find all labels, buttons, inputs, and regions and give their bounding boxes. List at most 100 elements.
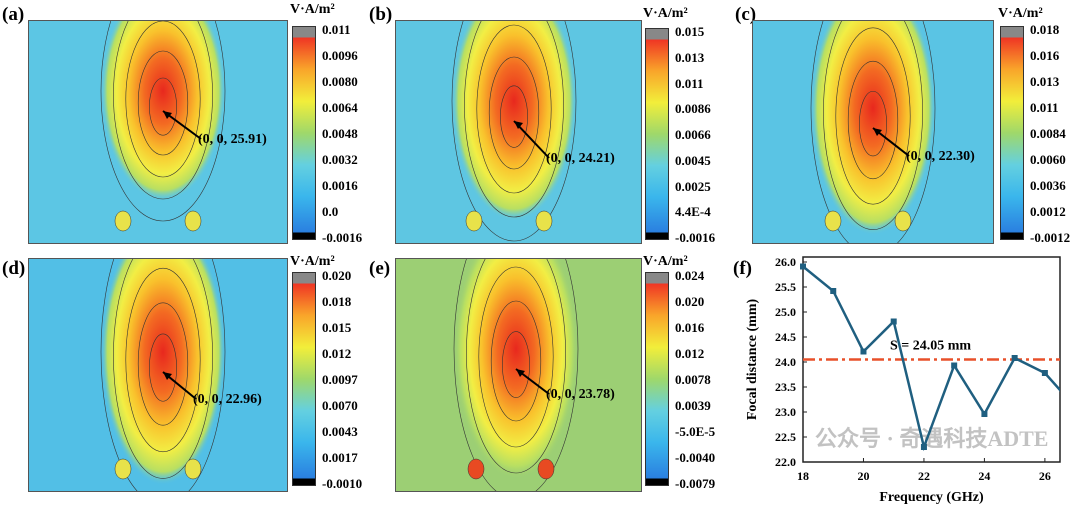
colorbar-tick-label: 0.016 [1030, 48, 1060, 63]
colorbar-tick-label: 0.0032 [322, 152, 358, 167]
colorbar-tick-label: 0.012 [322, 346, 352, 361]
colorbar-tick-label: 0.0078 [675, 372, 711, 387]
data-point [860, 348, 867, 355]
panel-label: (e) [369, 258, 391, 279]
x-tick-label: 18 [797, 469, 809, 483]
y-tick-label: 23.5 [775, 380, 796, 394]
colorbar-tick-label: 0.018 [322, 294, 352, 309]
y-tick-label: 22.5 [775, 430, 796, 444]
colorbar-tick-label: 0.0048 [322, 126, 358, 141]
colorbar-tick-label: 0.0080 [322, 74, 358, 89]
colorbar-tick-label: 0.0096 [322, 48, 358, 63]
data-point [1041, 370, 1048, 376]
panel-label: (d) [2, 258, 26, 279]
panel-label: (b) [369, 4, 393, 25]
colorbar-tick-label: 0.0070 [322, 398, 358, 413]
colorbar-tick-label: 0.0017 [322, 450, 358, 465]
focal-point-annotation: (0, 0, 22.96) [193, 392, 262, 407]
focal-point-annotation: (0, 0, 22.30) [906, 149, 975, 164]
colorbar-tick-label: 0.0039 [675, 398, 711, 413]
colorbar-tick-label: -5.0E-5 [675, 424, 716, 439]
colorbar-tick-label: 0.012 [675, 346, 705, 361]
colorbar-unit: V·A/m² [643, 254, 688, 269]
field-map [395, 258, 642, 492]
y-tick-label: 24.5 [775, 330, 796, 344]
colorbar [645, 272, 669, 486]
colorbar-unit: V·A/m² [290, 2, 335, 17]
colorbar-tick-label: 0.0012 [1030, 204, 1066, 219]
colorbar-unit: V·A/m² [998, 6, 1043, 21]
colorbar-tick-label: 0.0086 [675, 101, 711, 117]
colorbar-tick-label: 0.013 [1030, 74, 1060, 89]
data-line [803, 265, 1060, 452]
colorbar-tick-label: 0.0036 [1030, 178, 1066, 193]
colorbar-tick-label: 0.015 [322, 320, 352, 335]
focal-point-annotation: (0, 0, 23.78) [546, 387, 615, 402]
x-tick-label: 26 [1039, 469, 1051, 483]
colorbar-tick-label: -0.0016 [322, 230, 363, 245]
colorbar-tick-label: 0.018 [1030, 22, 1060, 37]
contour-field [100, 259, 226, 491]
reference-label: S = 24.05 mm [890, 339, 971, 354]
colorbar-tick-label: 0.0045 [675, 152, 711, 168]
colorbar-tick-label: 0.024 [675, 268, 705, 283]
colorbar-tick-label: 0.0084 [1030, 126, 1066, 141]
y-tick-label: 22.0 [775, 455, 796, 469]
colorbar-tick-label: 0.0025 [675, 178, 711, 194]
x-tick-label: 24 [978, 469, 990, 483]
y-tick-label: 25.0 [775, 305, 796, 319]
y-tick-label: 25.5 [775, 280, 796, 294]
data-point [981, 411, 988, 417]
colorbar-tick-label: 0.020 [322, 268, 352, 283]
field-map [28, 20, 288, 244]
colorbar [292, 272, 316, 486]
field-map [752, 20, 994, 244]
colorbar-tick-label: 0.0066 [675, 127, 711, 142]
x-tick-label: 20 [857, 469, 869, 483]
colorbar-tick-label: 0.011 [1030, 100, 1059, 115]
panel-label: (f) [733, 258, 752, 279]
colorbar [645, 28, 669, 240]
data-point [890, 318, 897, 325]
focal-point-annotation: (0, 0, 25.91) [198, 132, 267, 147]
colorbar-tick-label: 0.0043 [322, 424, 358, 439]
field-map [395, 20, 642, 244]
colorbar-unit: V·A/m² [643, 6, 688, 21]
colorbar-tick-label: 0.013 [675, 49, 705, 65]
y-tick-label: 24.0 [775, 355, 796, 369]
colorbar-tick-label: 0.011 [675, 75, 704, 91]
colorbar-tick-label: 0.0060 [1030, 152, 1066, 167]
panel-label: (a) [2, 4, 25, 25]
colorbar [292, 26, 316, 240]
colorbar-tick-label: 0.016 [675, 320, 705, 335]
x-axis-label: Frequency (GHz) [879, 490, 984, 505]
contour-field [810, 21, 936, 243]
y-tick-label: 26.0 [775, 255, 796, 269]
data-point [951, 362, 958, 369]
focal-point-annotation: (0, 0, 24.21) [546, 151, 615, 166]
data-point [920, 444, 927, 450]
colorbar-tick-label: 0.0097 [322, 372, 358, 387]
colorbar-tick-label: -0.0040 [675, 450, 716, 465]
contour-field [100, 21, 226, 232]
colorbar-tick-label: -0.0012 [1030, 230, 1071, 245]
y-axis-label: Focal distance (mm) [745, 299, 760, 421]
contour-field [451, 21, 577, 242]
colorbar-tick-label: 0.011 [322, 22, 351, 37]
colorbar-unit: V·A/m² [290, 254, 335, 269]
colorbar-tick-label: -0.0016 [675, 230, 716, 245]
colorbar-tick-label: 0.0 [322, 204, 339, 219]
watermark: 公众号 · 奇遇科技ADTE [815, 426, 1048, 451]
y-tick-label: 23.0 [775, 405, 796, 419]
colorbar-tick-label: 0.0016 [322, 178, 358, 193]
panel-label: (c) [735, 4, 757, 25]
colorbar-tick-label: 4.4E-4 [675, 204, 711, 220]
x-tick-label: 22 [918, 469, 930, 483]
colorbar [1000, 26, 1024, 240]
colorbar-tick-label: -0.0079 [675, 476, 716, 491]
data-point [1011, 355, 1018, 361]
data-point [800, 263, 806, 270]
colorbar-tick-label: -0.0010 [322, 476, 363, 491]
colorbar-tick-label: 0.0064 [322, 100, 358, 115]
